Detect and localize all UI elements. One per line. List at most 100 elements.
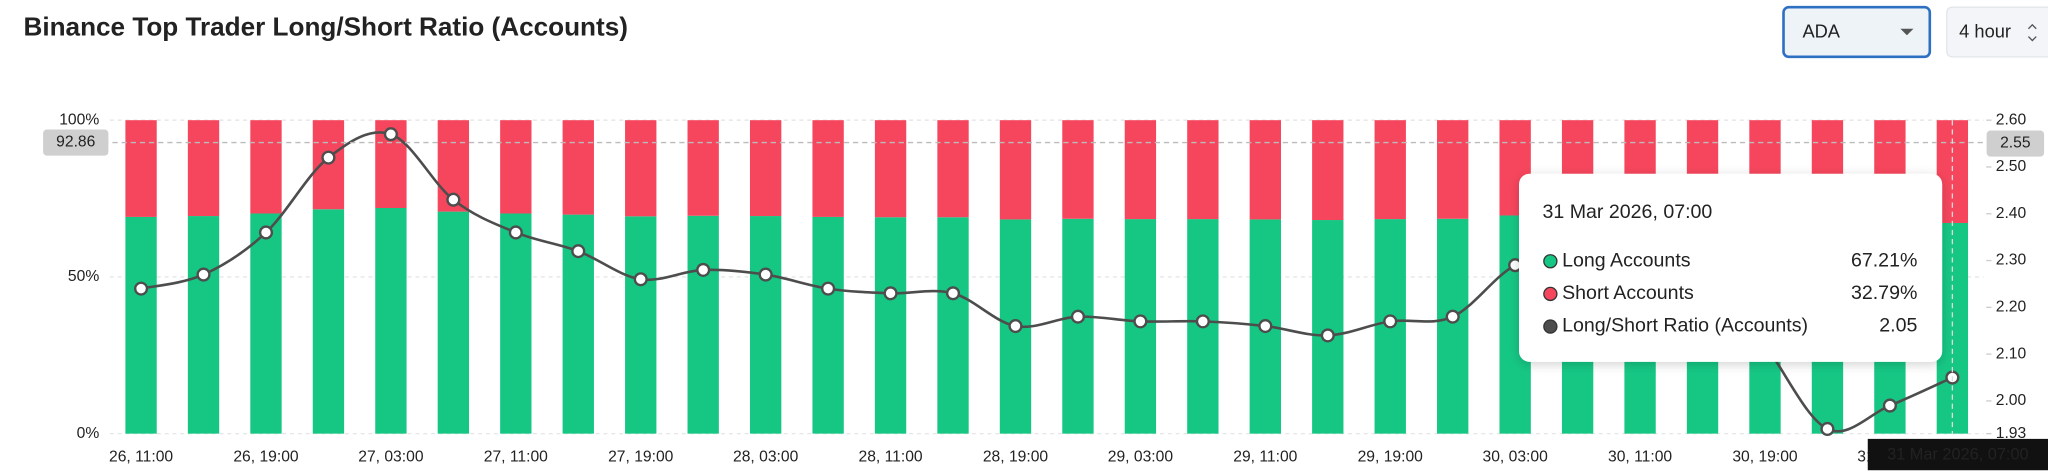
bar-short [1124,120,1157,220]
ratio-point [1195,314,1210,329]
interval-select[interactable]: 4 hour [1946,6,2048,58]
tooltip-swatch [1543,286,1558,302]
bar-long [312,209,345,434]
ratio-point [571,244,586,259]
y2-tick-label: 2.40 [1996,205,2027,222]
bar-short [1312,120,1344,221]
x-tick-label: 29, 11:00 [1233,448,1297,465]
tooltip-series-name: Long/Short Ratio (Accounts) [1562,315,1808,337]
x-tick-label: 29, 03:00 [1108,448,1174,465]
tooltip-title: 31 Mar 2026, 07:00 [1543,201,1713,223]
x-tick-label: 27, 19:00 [608,448,674,465]
select-value[interactable]: ADA [1802,21,1840,42]
ratio-point [1383,314,1398,329]
select-box[interactable] [1946,6,2048,58]
x-tick-label: 30, 19:00 [1732,448,1798,465]
ratio-point [321,150,336,165]
x-tick-label: 30, 03:00 [1483,448,1549,465]
ratio-point [508,225,523,240]
ratio-point [1070,309,1085,324]
bar-long [1062,218,1094,434]
bar-long [125,216,157,434]
x-tick-label: 28, 03:00 [733,448,799,465]
y2-tick-label: 2.10 [1996,345,2027,362]
ratio-point [1133,314,1148,329]
crosshair-x-label: 31 Mar 2026, 07:00 [1887,446,2028,464]
tooltip-swatch [1543,319,1558,334]
symbol-select[interactable]: ADA [1782,5,1932,59]
select-value[interactable]: 4 hour [1959,21,2011,42]
x-tick-label: 26, 11:00 [109,448,173,465]
ratio-point [1008,318,1023,334]
y-tick-label: 0% [77,425,100,442]
bar-short [500,120,532,214]
bar-long [749,216,782,434]
y2-tick-label: 2.50 [1996,158,2027,175]
bar-long [1312,220,1344,434]
ratio-point [1445,309,1460,324]
bar-long [250,213,282,434]
select-box[interactable] [1782,5,1932,59]
bar-short [1062,120,1094,219]
bar-short [937,120,969,218]
y2-tick-label: 2.00 [1996,392,2027,409]
ratio-point [446,192,461,207]
tooltip-value: 67.21% [1851,249,1917,271]
crosshair-y2-label: 2.55 [2000,135,2031,152]
bar-long [625,216,657,434]
y2-tick-label: 2.20 [1996,298,2027,315]
bar-long [375,207,407,434]
tooltip-value: 32.79% [1851,282,1917,304]
ratio-point [1320,328,1335,343]
chart-title: Binance Top Trader Long/Short Ratio (Acc… [24,12,628,42]
y2-tick-label: 2.30 [1996,252,2027,269]
x-tick-label: 29, 19:00 [1358,448,1424,465]
bar-long [437,211,470,434]
x-tick-label: 28, 11:00 [858,448,922,465]
bar-short [250,120,282,214]
bar-short [312,120,345,210]
bar-long [187,216,220,434]
select-caret [1900,28,1914,36]
x-tick-label: 27, 11:00 [484,448,548,465]
crosshair-label-bg [43,129,109,156]
tooltip-series-name: Short Accounts [1562,282,1694,304]
bar-short [1374,120,1406,220]
select-caret [2027,23,2037,42]
bar-short [1249,120,1281,220]
bar-short [999,120,1032,220]
tooltip-box [1519,173,1943,362]
ratio-point [883,286,898,301]
crosshair-label-bg [1986,130,2045,157]
ratio-point [758,267,773,282]
bar-short [625,120,657,217]
bar-short [125,120,157,217]
bar-long [687,215,719,434]
ratio-point [258,225,274,240]
tooltip-swatch [1543,254,1558,269]
tooltip-value: 2.05 [1879,315,1917,337]
x-tick-label: 26, 19:00 [233,448,299,465]
y2-tick-label: 2.60 [1996,111,2027,128]
tooltip: 31 Mar 2026, 07:00 Long Accounts 67.21% Sho… [1519,173,1943,362]
tooltip-series-name: Long Accounts [1562,249,1691,271]
x-tick-label: 30, 11:00 [1608,448,1672,465]
ratio-point [945,286,961,301]
ratio-point [821,281,836,296]
x-tick-label: 28, 19:00 [983,448,1049,465]
ratio-point [1882,398,1897,413]
bar-short [749,120,782,217]
bar-short [562,120,594,215]
bar-long [874,217,907,434]
bar-short [1187,120,1219,220]
ratio-point [696,262,711,277]
bar-long [1437,218,1469,434]
crosshair-y-label: 92.86 [56,134,95,151]
bar-short [187,120,220,217]
crosshair-x-label-bg [1867,438,2048,471]
bar-long [937,217,969,434]
ratio-point [1258,318,1273,334]
ratio-point [633,272,648,287]
